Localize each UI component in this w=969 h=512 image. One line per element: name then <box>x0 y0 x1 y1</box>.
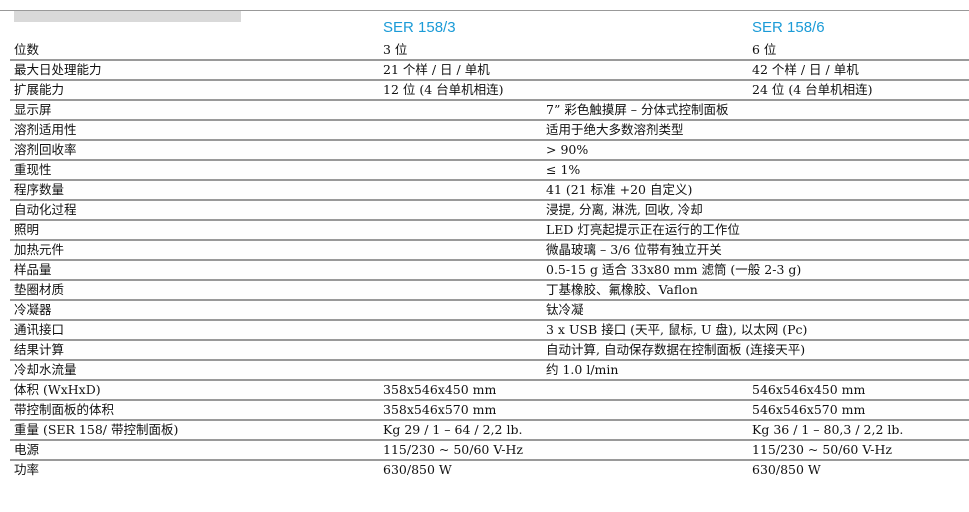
row-label: 体积 (WxHxD) <box>14 382 101 397</box>
row-value-shared: 丁基橡胶、氟橡胶、Vaflon <box>546 282 698 297</box>
table-row: 溶剂适用性 适用于绝大多数溶剂类型 <box>10 121 969 141</box>
row-label: 带控制面板的体积 <box>14 402 115 417</box>
table-row: 照明 LED 灯亮起提示正在运行的工作位 <box>10 221 969 241</box>
row-value-ser-158-6: 6 位 <box>752 42 777 57</box>
table-row: 电源 115/230 ~ 50/60 V-Hz 115/230 ~ 50/60 V-… <box>10 441 969 461</box>
table-row: 带控制面板的体积 358x546x570 mm 546x546x570 mm <box>10 401 969 421</box>
row-label: 位数 <box>14 42 40 57</box>
row-label: 垫圈材质 <box>14 282 65 297</box>
table-row: 功率 630/850 W 630/850 W <box>10 461 969 479</box>
table-row: 加热元件 微晶玻璃 – 3/6 位带有独立开关 <box>10 241 969 261</box>
row-value-shared: 浸提, 分离, 淋洗, 回收, 冷却 <box>546 202 703 217</box>
table-row: 程序数量 41 (21 标准 +20 自定义) <box>10 181 969 201</box>
table-row: 最大日处理能力 21 个样 / 日 / 单机 42 个样 / 日 / 单机 <box>10 61 969 81</box>
column-header-ser-158-6: SER 158/6 <box>752 19 825 36</box>
row-label: 程序数量 <box>14 182 65 197</box>
table-row: 显示屏 7” 彩色触摸屏 – 分体式控制面板 <box>10 101 969 121</box>
row-value-ser-158-6: Kg 36 / 1 – 80,3 / 2,2 lb. <box>752 422 904 437</box>
row-label: 冷却水流量 <box>14 362 77 377</box>
row-value-ser-158-3: 21 个样 / 日 / 单机 <box>383 62 490 77</box>
table-row: 体积 (WxHxD) 358x546x450 mm 546x546x450 mm <box>10 381 969 401</box>
row-value-ser-158-6: 42 个样 / 日 / 单机 <box>752 62 859 77</box>
table-row: 结果计算 自动计算, 自动保存数据在控制面板 (连接天平) <box>10 341 969 361</box>
row-value-ser-158-3: 358x546x570 mm <box>383 402 497 417</box>
row-label: 结果计算 <box>14 342 65 357</box>
row-label: 显示屏 <box>14 102 52 117</box>
table-row: 冷却水流量 约 1.0 l/min <box>10 361 969 381</box>
table-row: 垫圈材质 丁基橡胶、氟橡胶、Vaflon <box>10 281 969 301</box>
table-row: 通讯接口 3 x USB 接口 (天平, 鼠标, U 盘), 以太网 (Pc) <box>10 321 969 341</box>
row-label: 冷凝器 <box>14 302 52 317</box>
row-value-ser-158-3: 3 位 <box>383 42 408 57</box>
row-value-shared: ≤ 1% <box>546 162 581 177</box>
table-row: 位数 3 位 6 位 <box>10 41 969 61</box>
row-value-shared: 约 1.0 l/min <box>546 362 619 377</box>
row-label: 功率 <box>14 462 40 477</box>
row-value-shared: 自动计算, 自动保存数据在控制面板 (连接天平) <box>546 342 806 357</box>
row-value-shared: 0.5-15 g 适合 33x80 mm 滤筒 (一般 2-3 g) <box>546 262 802 277</box>
row-value-ser-158-6: 115/230 ~ 50/60 V-Hz <box>752 442 892 457</box>
row-value-shared: 适用于绝大多数溶剂类型 <box>546 122 684 137</box>
row-value-shared: LED 灯亮起提示正在运行的工作位 <box>546 222 740 237</box>
row-label: 照明 <box>14 222 40 237</box>
row-value-ser-158-3: 115/230 ~ 50/60 V-Hz <box>383 442 523 457</box>
table-row: 自动化过程 浸提, 分离, 淋洗, 回收, 冷却 <box>10 201 969 221</box>
row-label: 溶剂回收率 <box>14 142 77 157</box>
row-value-ser-158-3: 358x546x450 mm <box>383 382 497 397</box>
row-value-shared: 7” 彩色触摸屏 – 分体式控制面板 <box>546 102 729 117</box>
row-label: 重量 (SER 158/ 带控制面板) <box>14 422 179 437</box>
row-label: 通讯接口 <box>14 322 65 337</box>
row-label: 电源 <box>14 442 40 457</box>
table-row: 重现性 ≤ 1% <box>10 161 969 181</box>
row-label: 扩展能力 <box>14 82 65 97</box>
table-row: 冷凝器 钛冷凝 <box>10 301 969 321</box>
table-row: 重量 (SER 158/ 带控制面板) Kg 29 / 1 – 64 / 2,2 … <box>10 421 969 441</box>
row-label: 最大日处理能力 <box>14 62 102 77</box>
row-value-ser-158-6: 630/850 W <box>752 462 821 477</box>
row-label: 样品量 <box>14 262 52 277</box>
row-value-ser-158-6: 24 位 (4 台单机相连) <box>752 82 873 97</box>
row-label: 加热元件 <box>14 242 65 257</box>
header-bar <box>14 11 241 22</box>
table-row: 溶剂回收率 > 90% <box>10 141 969 161</box>
row-value-ser-158-6: 546x546x450 mm <box>752 382 866 397</box>
table-row: 样品量 0.5-15 g 适合 33x80 mm 滤筒 (一般 2-3 g) <box>10 261 969 281</box>
row-value-ser-158-3: 630/850 W <box>383 462 452 477</box>
row-value-shared: > 90% <box>546 142 589 157</box>
column-header-ser-158-3: SER 158/3 <box>383 19 456 36</box>
row-label: 自动化过程 <box>14 202 77 217</box>
row-value-shared: 微晶玻璃 – 3/6 位带有独立开关 <box>546 242 722 257</box>
row-label: 重现性 <box>14 162 52 177</box>
row-value-ser-158-3: Kg 29 / 1 – 64 / 2,2 lb. <box>383 422 523 437</box>
row-value-ser-158-6: 546x546x570 mm <box>752 402 866 417</box>
row-value-shared: 3 x USB 接口 (天平, 鼠标, U 盘), 以太网 (Pc) <box>546 322 808 337</box>
row-value-shared: 钛冷凝 <box>546 302 584 317</box>
table-row: 扩展能力 12 位 (4 台单机相连) 24 位 (4 台单机相连) <box>10 81 969 101</box>
top-rule <box>0 10 969 11</box>
row-label: 溶剂适用性 <box>14 122 77 137</box>
row-value-ser-158-3: 12 位 (4 台单机相连) <box>383 82 504 97</box>
spec-table: 位数 3 位 6 位最大日处理能力 21 个样 / 日 / 单机 42 个样 / 日 /… <box>10 41 969 479</box>
row-value-shared: 41 (21 标准 +20 自定义) <box>546 182 693 197</box>
